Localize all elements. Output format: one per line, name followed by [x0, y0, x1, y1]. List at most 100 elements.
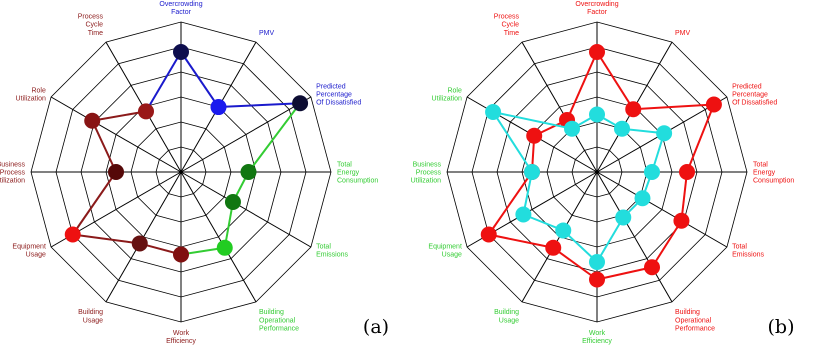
axis-label-line: Total [316, 243, 331, 250]
series-line-segment [487, 171, 533, 236]
axis-label-line: Building [494, 309, 519, 316]
data-point [656, 125, 673, 142]
axis-label: Work Efficiency [166, 330, 196, 345]
data-point [224, 194, 241, 210]
axis-label-line: Usage [499, 317, 519, 324]
series-line-segment [145, 51, 182, 112]
axis-label-line: PMV [259, 30, 275, 37]
series-line-segment [71, 171, 117, 236]
data-point [108, 164, 124, 180]
panel-label: (a) [363, 316, 389, 338]
radar-chart-b: Overcrowding Factor PMV Predicted Percentage… [411, 1, 795, 345]
axis-label-line: Consumption [753, 178, 794, 185]
axis-label-line: Business [413, 161, 442, 168]
axis-label-line: Usage [442, 252, 462, 259]
series-line-segment [72, 233, 140, 245]
series-line-segment [91, 120, 117, 173]
data-point [64, 226, 81, 243]
axis-label-line: Emissions [316, 252, 348, 259]
data-point [634, 190, 651, 207]
axis-label-line: Usage [83, 317, 103, 324]
data-point [216, 239, 233, 256]
axis-label: Predicted Percentage Of Dissatisfied [732, 83, 777, 106]
axis-label-line: PMV [675, 30, 691, 37]
axis-label: Process Cycle Time [494, 14, 520, 37]
series-line-segment [633, 103, 714, 111]
series-line-segment [492, 111, 573, 130]
data-point [589, 106, 605, 123]
axis-label-line: Process [78, 14, 104, 21]
axis-label-line: Cycle [85, 22, 103, 29]
data-point [292, 95, 309, 112]
axis-label-line: Utilization [411, 178, 441, 185]
axis-label-line: Predicted [732, 83, 762, 90]
data-point [705, 96, 722, 113]
axis-label-line: Role [447, 87, 462, 94]
axis-label-line: Cycle [501, 22, 519, 29]
axis-spoke [180, 171, 257, 303]
axis-label-line: Usage [26, 252, 46, 259]
axis-label-line: Utilization [16, 96, 46, 103]
data-point [644, 164, 660, 180]
axis-spoke [596, 171, 673, 303]
axis-label: Overcrowding Factor [159, 1, 202, 16]
axis-label-line: Emissions [732, 252, 764, 259]
series-line-segment [596, 266, 653, 281]
axis-label: Equipment Usage [428, 243, 462, 258]
axis-label-line: Total [732, 243, 747, 250]
axis-label-line: Utilization [432, 96, 462, 103]
axis-label-line: Process [416, 170, 442, 177]
data-point [615, 209, 632, 226]
axis-label: Building Operational Performance [675, 309, 715, 332]
axis-label-line: Building [78, 309, 103, 316]
data-point [485, 104, 502, 120]
axis-label-line: Operational [675, 317, 712, 324]
axis-label-line: Equipment [428, 243, 462, 250]
axis-label: Predicted Percentage Of Dissatisfied [316, 83, 361, 106]
series-line-segment [680, 171, 688, 221]
axis-label-line: Predicted [316, 83, 346, 90]
axis-label-line: Role [31, 87, 46, 94]
radar-chart-a: Overcrowding Factor PMV Predicted Percentage… [0, 1, 378, 345]
data-point [131, 235, 148, 252]
data-point [240, 164, 257, 180]
axis-label-line: Energy [337, 170, 360, 177]
axis-label: Total Energy Consumption [337, 161, 378, 184]
data-point [673, 212, 690, 229]
axis-label-line: Total [753, 161, 768, 168]
axis-label: Building Operational Performance [259, 309, 299, 332]
axis-label-line: Of Dissatisfied [732, 100, 777, 107]
axis-label-line: Utilization [0, 178, 25, 185]
data-point [589, 254, 605, 270]
axis-label: Role Utilization [16, 87, 46, 102]
axis-label-line: Building [259, 309, 284, 316]
data-point [589, 44, 605, 60]
data-point [564, 120, 580, 137]
series-line-segment [552, 246, 598, 281]
axis-label-line: Time [88, 30, 103, 37]
series-line-segment [596, 51, 635, 110]
axis-label: PMV [675, 30, 691, 37]
axis-label-line: Efficiency [166, 338, 196, 345]
axis-label: Building Usage [494, 309, 519, 324]
axis-label-line: Business [0, 161, 25, 168]
axis-label-line: Work [173, 330, 190, 337]
axis-spoke [50, 96, 182, 173]
axis-label-line: Factor [587, 9, 608, 16]
axis-label: PMV [259, 30, 275, 37]
axis-label-line: Overcrowding [575, 1, 618, 8]
axis-label-line: Consumption [337, 178, 378, 185]
axis-label: Building Usage [78, 309, 103, 324]
axis-spoke [180, 171, 312, 248]
data-point [526, 127, 543, 144]
axis-label-line: Operational [259, 317, 296, 324]
data-point [84, 112, 101, 129]
data-point [173, 44, 189, 60]
axis-label-line: Performance [675, 325, 715, 332]
series-line-segment [247, 102, 301, 173]
axis-label-line: Percentage [732, 92, 768, 99]
axis-label: Work Efficiency [582, 330, 612, 345]
series-line-segment [488, 233, 554, 249]
